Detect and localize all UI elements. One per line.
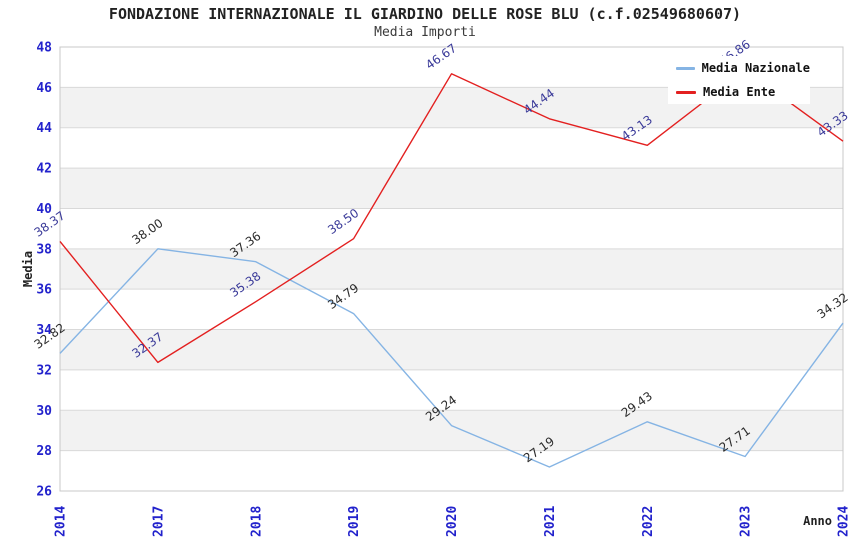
- svg-text:40: 40: [36, 202, 52, 217]
- svg-text:38: 38: [36, 242, 52, 257]
- svg-text:2024: 2024: [837, 506, 850, 537]
- svg-text:2020: 2020: [445, 506, 460, 537]
- svg-text:2014: 2014: [54, 506, 69, 537]
- svg-text:30: 30: [36, 404, 52, 419]
- svg-text:2022: 2022: [641, 506, 656, 537]
- svg-text:2021: 2021: [543, 506, 558, 537]
- svg-text:48: 48: [36, 41, 52, 56]
- chart-title: FONDAZIONE INTERNAZIONALE IL GIARDINO DE…: [108, 5, 742, 23]
- svg-text:2023: 2023: [739, 506, 754, 537]
- media-ente-line-swatch: [676, 90, 696, 94]
- svg-text:Anno: Anno: [803, 514, 832, 528]
- svg-text:44: 44: [36, 121, 52, 136]
- media-nazionale-line-swatch: [676, 66, 695, 70]
- svg-text:Media: Media: [21, 251, 35, 287]
- svg-text:2019: 2019: [347, 506, 362, 537]
- svg-text:32: 32: [36, 363, 52, 378]
- legend: Media Nazionale Media Ente: [668, 56, 810, 104]
- svg-text:42: 42: [36, 162, 52, 177]
- svg-text:2017: 2017: [151, 506, 166, 537]
- legend-item-media-ente: Media Ente: [676, 85, 810, 99]
- svg-text:28: 28: [36, 444, 52, 459]
- svg-text:26: 26: [36, 485, 52, 500]
- svg-text:34: 34: [36, 323, 52, 338]
- svg-text:36: 36: [36, 283, 52, 298]
- chart-subtitle: Media Importi: [374, 25, 476, 40]
- legend-label-media-ente: Media Ente: [703, 85, 776, 99]
- svg-text:46: 46: [36, 81, 52, 96]
- legend-item-media-nazionale: Media Nazionale: [676, 61, 810, 75]
- legend-label-media-nazionale: Media Nazionale: [701, 61, 810, 75]
- svg-text:2018: 2018: [249, 506, 264, 537]
